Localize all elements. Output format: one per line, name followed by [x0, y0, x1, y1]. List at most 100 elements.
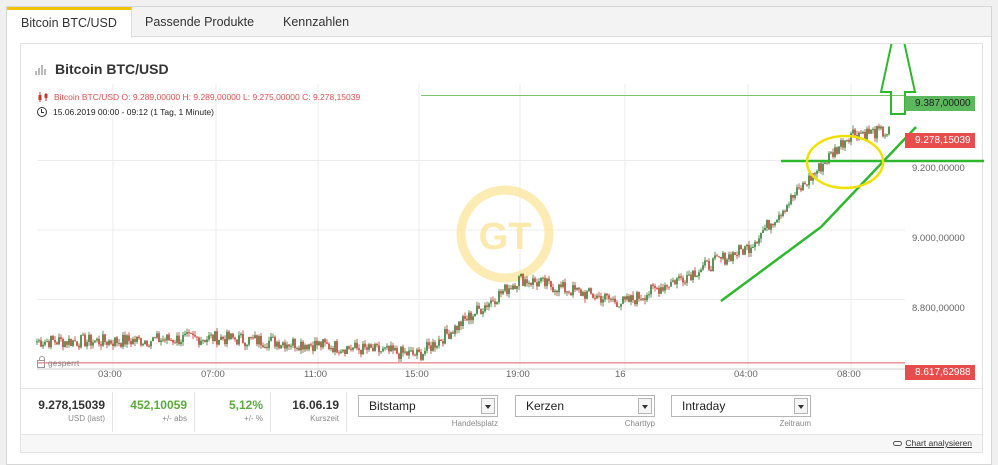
candle-body — [652, 284, 654, 286]
candle-body — [714, 255, 716, 259]
candle-body — [852, 129, 854, 134]
candle-body — [266, 346, 268, 348]
candle-body — [178, 335, 180, 345]
candle-body — [514, 285, 516, 289]
candle-body — [774, 222, 776, 226]
candle-body — [468, 312, 470, 321]
stat-value: 9.278,15039 — [38, 398, 105, 412]
candle-body — [72, 340, 74, 346]
zeitraum-select-group: Intraday Zeitraum — [671, 395, 811, 428]
clock-icon — [37, 107, 47, 117]
candle-body — [200, 340, 202, 345]
candle-body — [676, 278, 678, 285]
candle-body — [846, 140, 848, 142]
candle-body — [146, 340, 148, 346]
candle-body — [280, 345, 282, 349]
candle-body — [156, 333, 158, 338]
x-tick: 15:00 — [405, 369, 429, 380]
candle-body — [500, 291, 502, 294]
candle-body — [776, 219, 778, 223]
candle-body — [60, 337, 62, 340]
candle-body — [674, 280, 676, 285]
candle-body — [790, 195, 792, 205]
candle-body — [618, 306, 620, 308]
candle-body — [584, 292, 586, 299]
stat-abs: 452,10059 +/- abs — [113, 392, 195, 432]
candle-body — [558, 284, 560, 293]
x-tick: 04:00 — [734, 369, 758, 380]
candle-body — [496, 302, 498, 305]
candle-body — [358, 348, 360, 350]
charttyp-select[interactable]: Kerzen — [515, 395, 655, 417]
candle-body — [286, 344, 288, 349]
analyse-link-label: Chart analysieren — [905, 438, 972, 448]
candle-body — [228, 331, 230, 340]
candle-body — [456, 325, 458, 331]
chevron-down-icon[interactable] — [481, 398, 495, 414]
candle-body — [274, 336, 276, 347]
stat-pct: 5,12% +/- % — [195, 392, 271, 432]
candle-body — [748, 244, 750, 254]
candle-body — [628, 296, 630, 302]
time-range-text: 15.06.2019 00:00 - 09:12 (1 Tag, 1 Minut… — [53, 107, 214, 117]
candle-body — [818, 163, 820, 172]
candle-body — [502, 290, 504, 294]
tab-kennzahlen[interactable]: Kennzahlen — [283, 15, 350, 29]
candle-body — [188, 332, 190, 334]
candle-body — [328, 343, 330, 350]
watermark-ring — [456, 185, 554, 283]
candle-body — [746, 244, 748, 247]
candle-body — [692, 270, 694, 281]
candle-body — [722, 252, 724, 259]
candle-body — [704, 260, 706, 266]
candle-body — [506, 284, 508, 294]
candle-body — [490, 300, 492, 304]
candle-body — [78, 345, 80, 348]
candle-body — [148, 345, 150, 347]
zeitraum-select[interactable]: Intraday — [671, 395, 811, 417]
candle-body — [572, 285, 574, 296]
candle-body — [494, 301, 496, 305]
candle-body — [854, 129, 856, 136]
stat-value: 5,12% — [228, 398, 263, 412]
handelsplatz-select[interactable]: Bitstamp — [358, 395, 498, 417]
low-price-tag: 8.617,62988 — [905, 365, 975, 380]
price-chart[interactable]: GT — [21, 44, 984, 389]
candle-body — [462, 316, 464, 327]
candle-body — [764, 228, 766, 231]
candle-body — [872, 128, 874, 130]
candle-body — [860, 132, 862, 134]
candle-body — [688, 274, 690, 276]
candle-body — [760, 232, 762, 239]
candle-body — [314, 340, 316, 352]
candle-body — [296, 347, 298, 349]
candle-body — [110, 340, 112, 344]
candle-body — [318, 341, 320, 346]
chart-analysieren-link[interactable]: Chart analysieren — [893, 438, 972, 448]
candle-body — [600, 296, 602, 303]
tab-bitcoin[interactable]: Bitcoin BTC/USD — [7, 7, 132, 38]
candle-body — [626, 296, 628, 300]
candle-body — [586, 291, 588, 299]
candle-body — [560, 284, 562, 287]
chevron-down-icon[interactable] — [794, 398, 808, 414]
candle-body — [874, 128, 876, 139]
stat-label: USD (last) — [68, 414, 105, 423]
candle-body — [614, 298, 616, 303]
candle-body — [588, 288, 590, 292]
candle-body — [768, 220, 770, 230]
candle-body — [512, 285, 514, 290]
candle-body — [542, 277, 544, 279]
candle-body — [62, 339, 64, 348]
candle-body — [230, 333, 232, 340]
candle-body — [822, 163, 824, 172]
chevron-down-icon[interactable] — [638, 398, 652, 414]
candle-body — [302, 341, 304, 350]
tab-bar: Bitcoin BTC/USD Passende Produkte Kennza… — [7, 7, 991, 38]
candle-body — [844, 140, 846, 148]
candle-body — [252, 337, 254, 339]
high-price-tag: 9.387,00000 — [905, 96, 975, 111]
candle-body — [366, 347, 368, 350]
tab-passende-produkte[interactable]: Passende Produkte — [145, 15, 255, 29]
candle-body — [428, 342, 430, 346]
